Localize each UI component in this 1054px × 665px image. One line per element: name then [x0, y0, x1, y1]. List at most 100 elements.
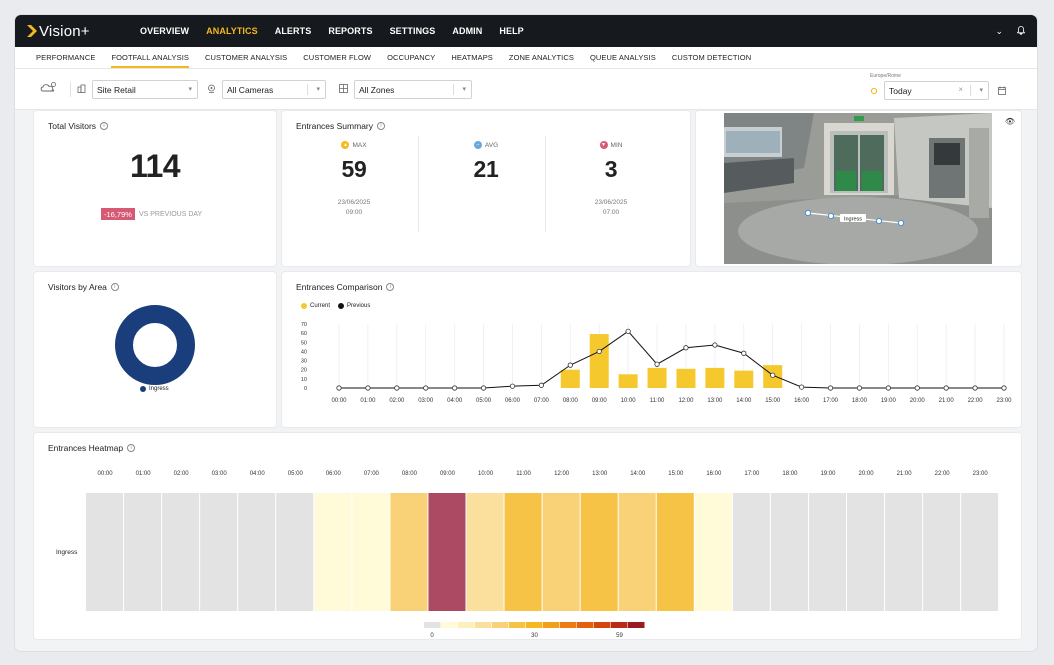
nav-item-settings[interactable]: SETTINGS: [389, 26, 436, 36]
calendar-icon[interactable]: [998, 82, 1006, 100]
chevron-down-icon: ▾: [462, 86, 466, 93]
chevron-down-icon: ▾: [316, 86, 320, 93]
cameras-select[interactable]: All Cameras ▾: [222, 80, 326, 99]
heatmap-col-label: 08:00: [402, 471, 418, 477]
heatmap-col-label: 20:00: [859, 471, 875, 477]
bar-current: [705, 367, 725, 388]
eye-icon[interactable]: 👁: [1001, 113, 1019, 131]
subnav-item-occupancy[interactable]: OCCUPANCY: [387, 53, 436, 62]
zones-select-value: All Zones: [359, 84, 395, 95]
subnav-item-zone-analytics[interactable]: ZONE ANALYTICS: [508, 53, 574, 62]
analytics-subnav: PERFORMANCE FOOTFALL ANALYSIS CUSTOMER ANA…: [15, 47, 1037, 69]
card-title: Entrances Comparison: [296, 282, 383, 292]
delta-badge: -16,79%: [101, 208, 135, 220]
clear-icon[interactable]: ×: [958, 85, 963, 94]
legend-current[interactable]: Current: [301, 303, 330, 309]
heatmap-cell: [656, 493, 694, 611]
point-previous: [943, 385, 949, 391]
point-previous: [712, 342, 718, 348]
chevron-down-icon[interactable]: ⌄: [995, 25, 1003, 36]
y-tick-label: 20: [301, 368, 307, 374]
info-icon[interactable]: i: [377, 122, 385, 130]
info-icon[interactable]: i: [100, 122, 109, 130]
nav-item-overview[interactable]: OVERVIEW: [140, 26, 190, 36]
scale-swatch: [543, 622, 560, 628]
point-previous: [365, 385, 371, 391]
heatmap-col-label: 01:00: [136, 471, 152, 477]
delta-row: -16,79% VS PREVIOUS DAY: [101, 208, 202, 220]
point-previous: [538, 382, 544, 388]
info-icon[interactable]: i: [386, 283, 395, 291]
nav-item-analytics[interactable]: ANALYTICS: [206, 26, 258, 36]
cameras-select-value: All Cameras: [227, 84, 274, 95]
scale-swatch: [526, 622, 543, 628]
camera-icon: [207, 84, 216, 96]
heatmap-cell: [694, 493, 732, 611]
arrow-down-icon: ▼: [599, 141, 608, 149]
heatmap-col-label: 05:00: [288, 471, 304, 477]
point-previous: [914, 385, 920, 391]
info-icon[interactable]: i: [127, 444, 136, 452]
subnav-item-queue-analysis[interactable]: QUEUE ANALYSIS: [589, 53, 656, 62]
nav-item-admin[interactable]: ADMIN: [452, 26, 483, 36]
x-tick-label: 22:00: [968, 398, 984, 404]
x-tick-label: 01:00: [360, 398, 376, 404]
subnav-item-heatmaps[interactable]: HEATMAPS: [451, 53, 493, 62]
nav-item-alerts[interactable]: ALERTS: [274, 26, 312, 36]
camera-snapshot[interactable]: Ingress: [724, 113, 992, 264]
x-tick-label: 21:00: [939, 398, 955, 404]
point-previous: [972, 385, 978, 391]
y-tick-label: 30: [301, 359, 307, 365]
donut-legend: Ingress: [140, 386, 169, 392]
donut-slice-ingress: [115, 305, 195, 385]
min-date: 23/06/2025: [594, 199, 628, 206]
heatmap-cell: [542, 493, 580, 611]
min-time: 07:00: [602, 209, 620, 216]
heatmap-col-label: 00:00: [98, 471, 114, 477]
point-previous: [885, 385, 891, 391]
site-select[interactable]: Site Retail ▾: [92, 80, 198, 99]
card-title: Total Visitors: [48, 121, 97, 131]
scale-swatch: [628, 622, 645, 628]
heatmap-cell: [124, 493, 162, 611]
nav-item-help[interactable]: HELP: [499, 26, 524, 36]
subnav-item-customer-flow[interactable]: CUSTOMER FLOW: [303, 53, 372, 62]
zones-select[interactable]: All Zones ▾: [354, 80, 472, 99]
heatmap-col-label: 17:00: [744, 471, 760, 477]
card-title: Entrances Heatmap: [48, 443, 124, 453]
heatmap-cell: [732, 493, 770, 611]
subnav-item-customer-analysis[interactable]: CUSTOMER ANALYSIS: [205, 53, 288, 62]
x-tick-label: 10:00: [621, 398, 637, 404]
point-previous: [509, 383, 516, 389]
info-icon[interactable]: i: [110, 283, 119, 291]
nav-item-reports[interactable]: REPORTS: [328, 26, 373, 36]
subnav-item-custom-detection[interactable]: CUSTOM DETECTION: [671, 53, 752, 62]
heatmap-col-label: 14:00: [630, 471, 646, 477]
logo[interactable]: Vision+: [27, 23, 127, 40]
subnav-item-footfall-analysis[interactable]: FOOTFALL ANALYSIS: [111, 53, 189, 68]
heatmap-cell: [466, 493, 504, 611]
heatmap-cell: [200, 493, 238, 611]
x-tick-label: 04:00: [447, 398, 463, 404]
date-select-value: Today: [889, 85, 912, 96]
x-tick-label: 18:00: [852, 398, 868, 404]
comparison-chart: 00:00 01:00 02:00 03:00 04:00 05:00 06:00 07:00…: [301, 322, 1012, 404]
x-tick-label: 03:00: [418, 398, 434, 404]
bell-icon[interactable]: [1016, 25, 1026, 37]
filter-bar: Site Retail ▾ All Cameras ▾ All Zones ▾: [15, 69, 1037, 110]
avg-value: 21: [473, 156, 499, 182]
heatmap-cell: [961, 493, 999, 611]
x-tick-label: 12:00: [678, 398, 694, 404]
y-tick-label: 10: [301, 377, 307, 383]
legend-previous[interactable]: Previous: [338, 303, 370, 309]
subnav-item-performance[interactable]: PERFORMANCE: [36, 53, 96, 62]
zones-icon: [339, 83, 348, 96]
date-select[interactable]: Today × ▾: [884, 81, 989, 100]
heatmap-col-label: 13:00: [592, 471, 608, 477]
point-previous: [567, 362, 573, 368]
total-visitors-value: 114: [129, 148, 181, 184]
heatmap-chart: 00:00 01:00 02:00 03:00 04:00 05:00 06:00 07:00…: [56, 471, 999, 637]
weather-icon[interactable]: [39, 80, 59, 94]
heatmap-cell: [86, 493, 124, 611]
heatmap-cell: [428, 493, 466, 611]
